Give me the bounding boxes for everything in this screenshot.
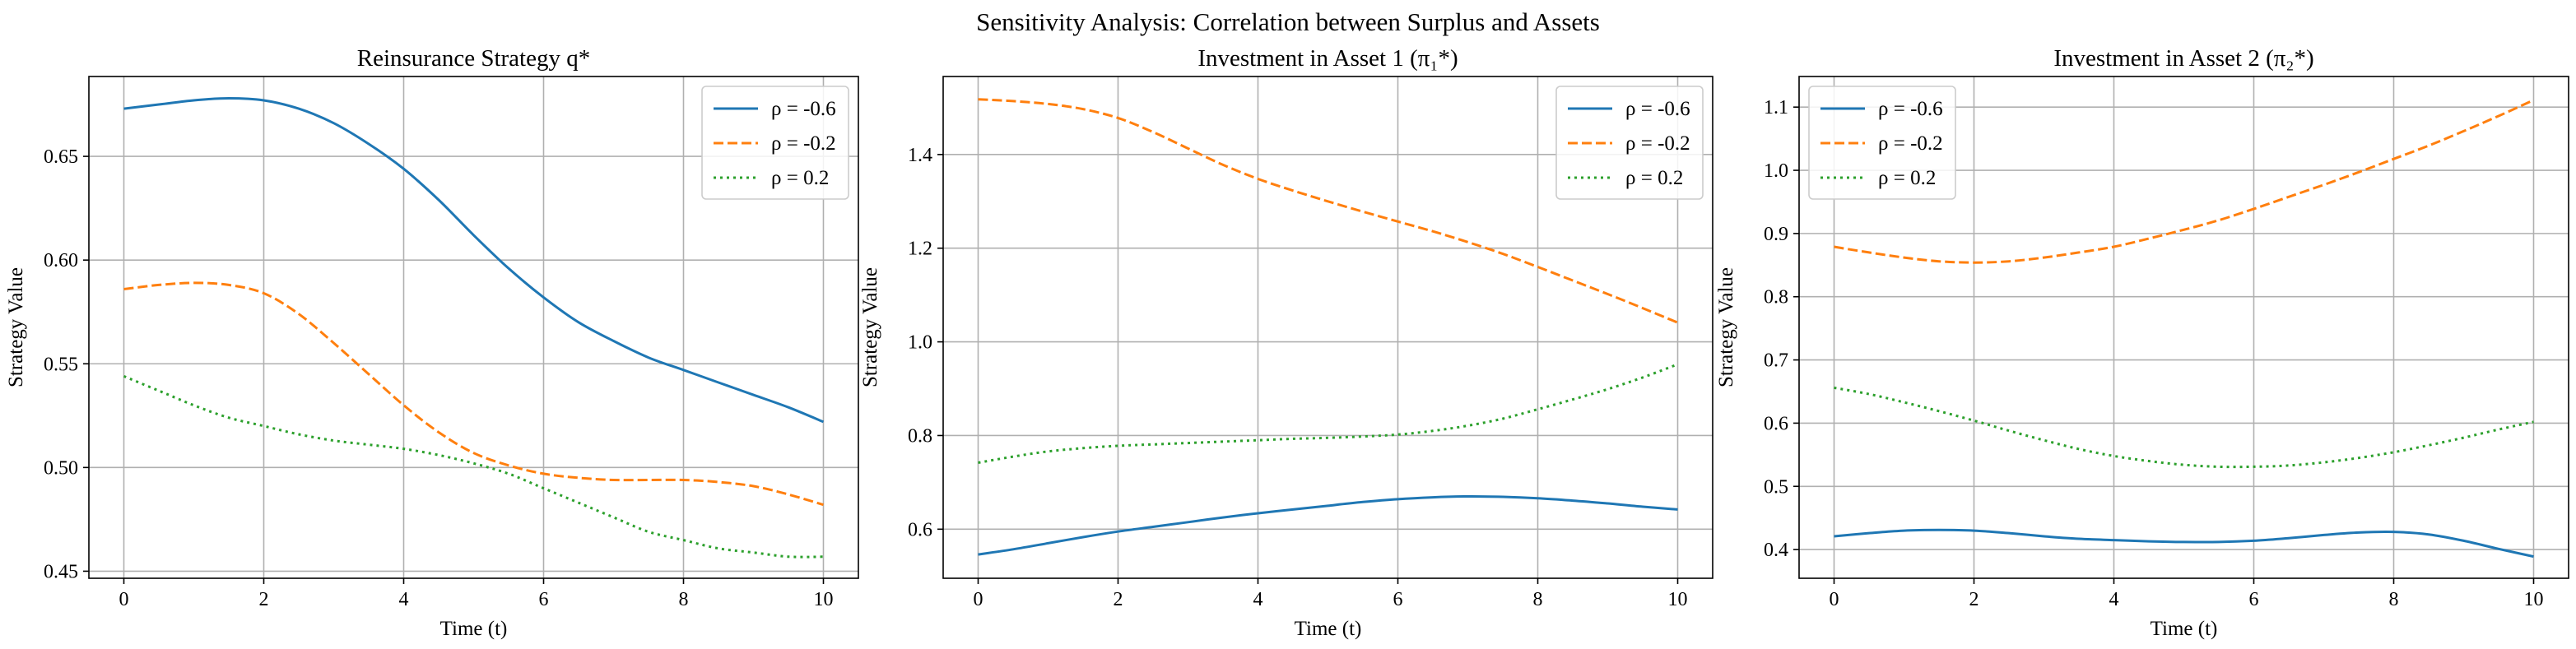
legend-label-2: ρ = -0.2 xyxy=(1625,132,1690,155)
legend-label-2: ρ = -0.2 xyxy=(771,132,836,155)
x-tick-label: 10 xyxy=(2524,589,2544,610)
legend-label-3: ρ = 0.2 xyxy=(1625,167,1683,189)
series-line-2 xyxy=(123,281,824,507)
y-tick-label: 0.50 xyxy=(44,457,78,479)
x-axis-label: Time (t) xyxy=(1295,618,1362,640)
x-tick-label: 4 xyxy=(399,589,409,610)
x-tick-label: 4 xyxy=(1253,589,1263,610)
chart-title: Reinsurance Strategy q* xyxy=(357,45,590,72)
series-line-3 xyxy=(1834,386,2534,469)
x-tick-label: 6 xyxy=(1393,589,1403,610)
legend-label-1: ρ = -0.6 xyxy=(1878,98,1943,120)
legend-frame xyxy=(701,86,849,200)
series-line-2 xyxy=(978,98,1679,324)
x-tick-label: 2 xyxy=(1969,589,1979,610)
series-line-1 xyxy=(978,494,1678,556)
x-tick-label: 0 xyxy=(119,589,129,610)
y-tick-label: 1.0 xyxy=(908,332,932,354)
legend: ρ = -0.6 ρ = -0.2 ρ = 0.2 xyxy=(701,86,849,200)
x-tick-label: 10 xyxy=(1668,589,1688,610)
y-tick-label: 0.55 xyxy=(44,354,78,375)
chart-title: Investment in Asset 2 (π₂*) xyxy=(2053,45,2313,72)
x-tick-label: 10 xyxy=(814,589,834,610)
y-tick-label: 1.1 xyxy=(1764,97,1788,118)
y-tick-label: 0.5 xyxy=(1764,476,1788,498)
chart-panel-1: 0 2 4 6 8 10 0.45 0.50 0.55 0.60 0.65 Reinsurance S… xyxy=(5,45,859,640)
y-tick-label: 0.8 xyxy=(908,425,932,447)
y-tick-label: 1.0 xyxy=(1764,160,1788,182)
series-line-1 xyxy=(123,96,825,424)
y-tick-label: 0.6 xyxy=(908,519,932,540)
axes-frame xyxy=(1798,76,2569,579)
y-tick-label: 0.6 xyxy=(1764,413,1788,434)
x-tick-label: 2 xyxy=(259,589,269,610)
y-axis-label: Strategy Value xyxy=(1715,267,1737,387)
chart-title: Investment in Asset 1 (π₁*) xyxy=(1197,45,1458,72)
y-tick-label: 0.4 xyxy=(1764,540,1788,561)
figure-suptitle: Sensitivity Analysis: Correlation betwee… xyxy=(976,7,1600,36)
y-axis-label: Strategy Value xyxy=(859,267,881,387)
series-line-3 xyxy=(123,375,824,559)
series-line-2 xyxy=(1834,99,2535,264)
y-axis-label: Strategy Value xyxy=(5,267,27,387)
x-axis-label: Time (t) xyxy=(440,618,508,640)
legend-frame xyxy=(1808,86,1956,200)
legend-label-1: ρ = -0.6 xyxy=(771,98,836,120)
legend-label-3: ρ = 0.2 xyxy=(1878,167,1936,189)
x-tick-label: 8 xyxy=(1533,589,1543,610)
legend-frame xyxy=(1555,86,1704,200)
legend-label-1: ρ = -0.6 xyxy=(1625,98,1690,120)
y-tick-label: 0.9 xyxy=(1764,224,1788,245)
x-tick-label: 6 xyxy=(539,589,549,610)
axes-frame xyxy=(942,76,1713,579)
x-tick-label: 8 xyxy=(2389,589,2399,610)
x-tick-label: 2 xyxy=(1114,589,1123,610)
x-tick-label: 4 xyxy=(2109,589,2119,610)
legend-label-2: ρ = -0.2 xyxy=(1878,132,1943,155)
y-tick-label: 0.65 xyxy=(44,146,78,168)
x-tick-label: 0 xyxy=(974,589,983,610)
axes-frame xyxy=(88,76,859,579)
legend: ρ = -0.6 ρ = -0.2 ρ = 0.2 xyxy=(1808,86,1956,200)
x-tick-label: 8 xyxy=(679,589,689,610)
y-tick-label: 1.2 xyxy=(908,239,932,260)
legend-label-3: ρ = 0.2 xyxy=(771,167,829,189)
y-tick-label: 0.7 xyxy=(1764,350,1788,372)
y-tick-label: 1.4 xyxy=(908,145,932,166)
series-line-1 xyxy=(1834,528,2534,559)
y-tick-label: 0.60 xyxy=(44,250,78,271)
x-axis-label: Time (t) xyxy=(2151,618,2218,640)
chart-panel-2: 0 2 4 6 8 10 0.6 0.8 1.0 1.2 1.4 Investment in Asse… xyxy=(859,45,1713,640)
chart-panel-3: 0 2 4 6 8 10 0.4 0.5 0.6 0.7 0.8 0.9 1.0 1.1 Investmen… xyxy=(1715,45,2569,640)
series-line-3 xyxy=(978,363,1679,464)
x-tick-label: 0 xyxy=(1830,589,1839,610)
y-tick-label: 0.8 xyxy=(1764,287,1788,308)
x-tick-label: 6 xyxy=(2249,589,2259,610)
y-tick-label: 0.45 xyxy=(44,561,78,582)
legend: ρ = -0.6 ρ = -0.2 ρ = 0.2 xyxy=(1555,86,1704,200)
